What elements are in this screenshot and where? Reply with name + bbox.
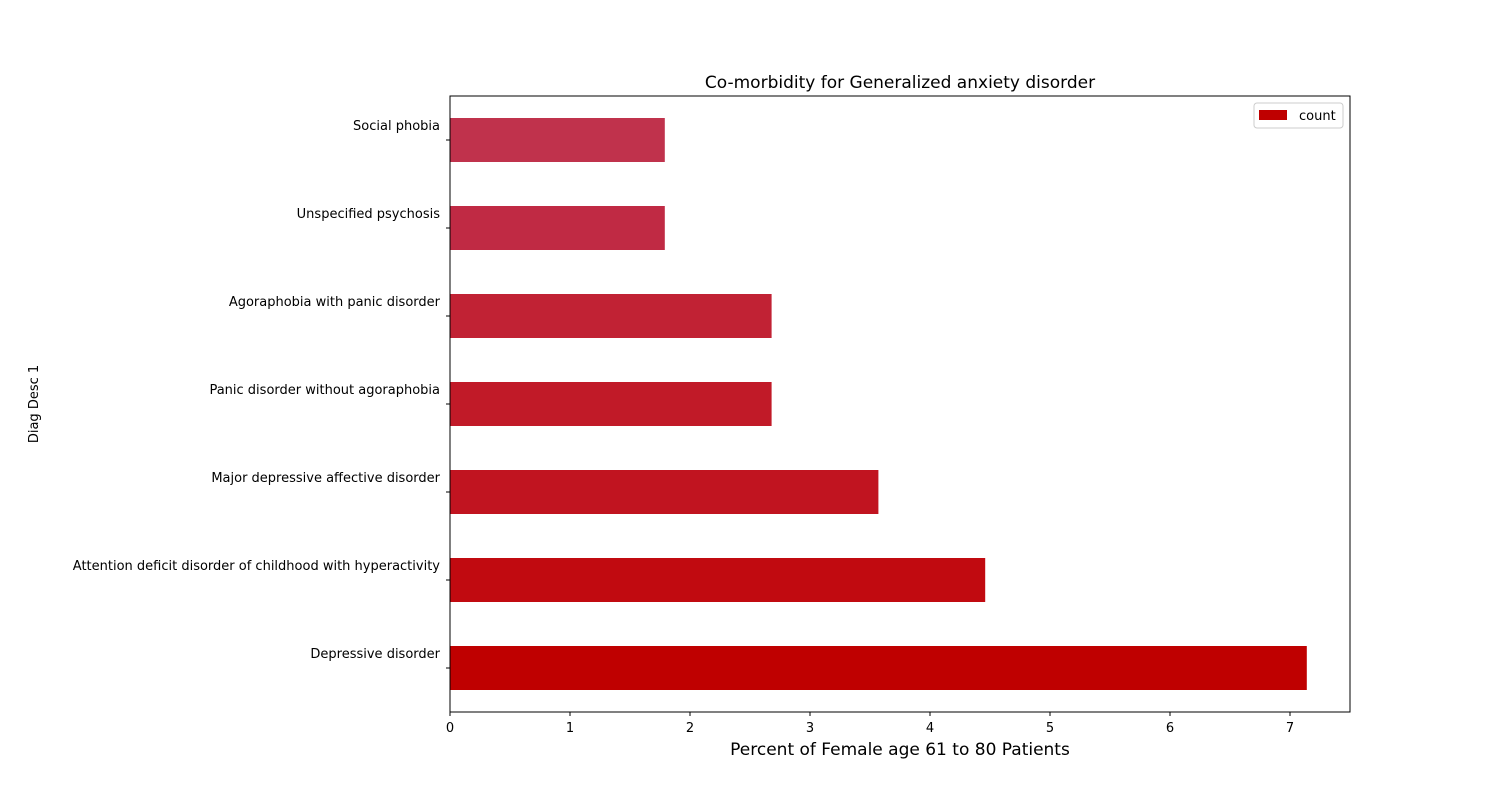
y-tick-label: Depressive disorder — [310, 647, 440, 662]
bar — [450, 206, 665, 250]
x-tick-label: 4 — [926, 721, 934, 736]
x-tick-label: 6 — [1166, 721, 1174, 736]
x-tick-label: 0 — [446, 721, 454, 736]
bar — [450, 470, 879, 514]
legend-box — [1253, 102, 1344, 129]
legend: count — [1253, 102, 1344, 129]
x-axis-label: Percent of Female age 61 to 80 Patients — [730, 740, 1070, 760]
legend-label: count — [1299, 109, 1336, 124]
bar — [450, 382, 772, 426]
y-tick-label: Social phobia — [353, 119, 440, 134]
x-axis-ticks: 0 1 2 3 4 5 6 7 — [446, 712, 1294, 736]
y-tick-label: Major depressive affective disorder — [211, 471, 440, 486]
x-tick-label: 5 — [1046, 721, 1054, 736]
x-tick-label: 2 — [686, 721, 694, 736]
x-tick-label: 1 — [566, 721, 574, 736]
plot-frame — [449, 95, 1351, 713]
bar — [450, 118, 665, 162]
x-tick-label: 3 — [806, 721, 814, 736]
y-axis-ticks: Depressive disorder Attention deficit dis… — [73, 119, 450, 669]
bar — [450, 558, 986, 602]
y-tick-label: Unspecified psychosis — [297, 207, 441, 222]
x-tick-label: 7 — [1286, 721, 1294, 736]
y-axis-label: Diag Desc 1 — [27, 365, 42, 443]
legend-swatch — [1259, 110, 1287, 120]
y-tick-label: Agoraphobia with panic disorder — [229, 295, 441, 310]
y-tick-label: Panic disorder without agoraphobia — [209, 383, 440, 398]
y-tick-label: Attention deficit disorder of childhood … — [73, 559, 441, 574]
bars-group — [450, 118, 1307, 690]
bar — [450, 294, 772, 338]
chart-title: Co-morbidity for Generalized anxiety dis… — [705, 73, 1095, 93]
bar — [450, 646, 1307, 690]
